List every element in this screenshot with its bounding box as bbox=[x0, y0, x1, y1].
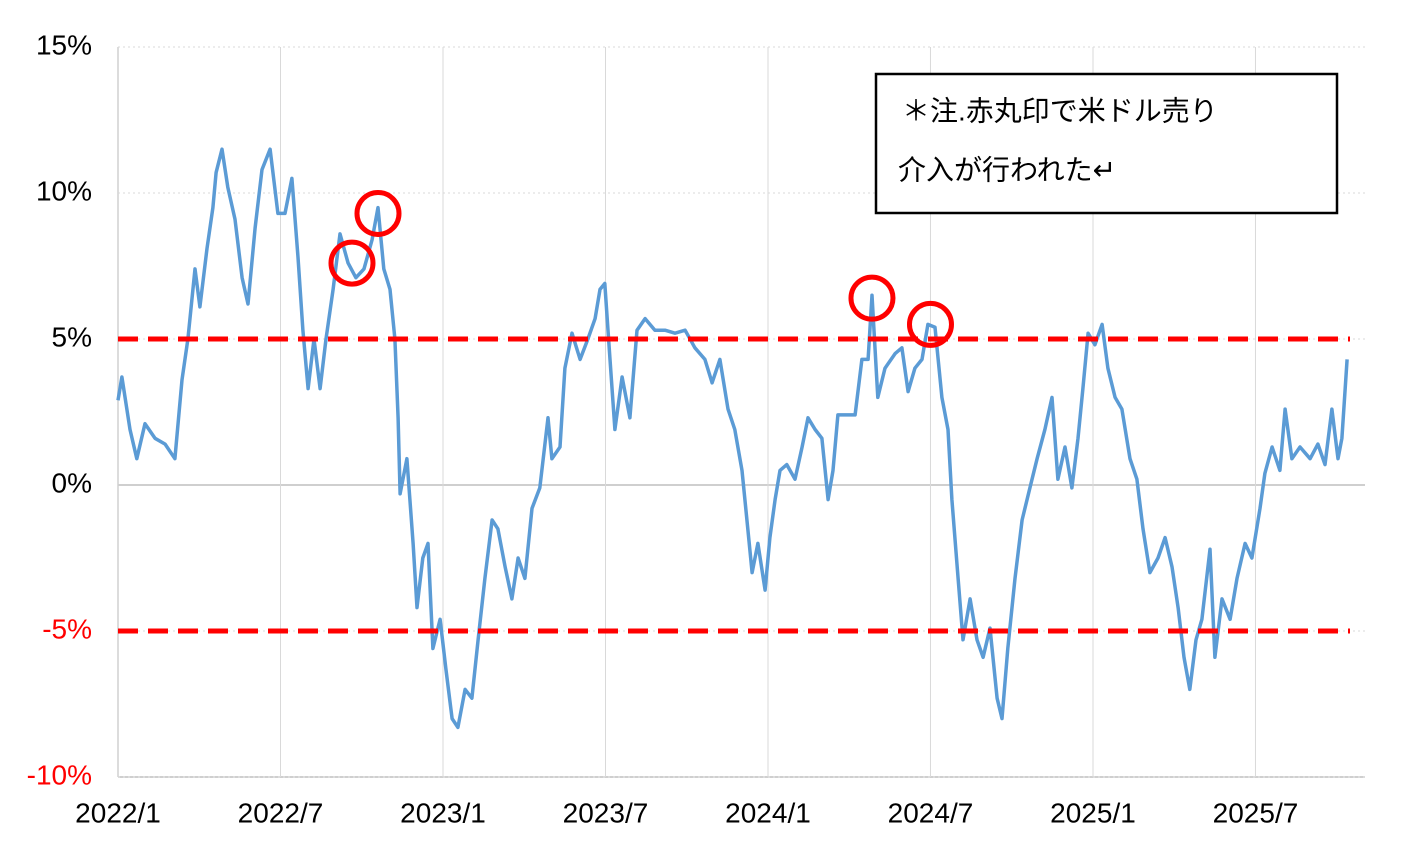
annotation-line: 介入が行われた↵ bbox=[898, 154, 1116, 185]
x-tick-label: 2023/1 bbox=[400, 797, 486, 828]
y-tick-label: -5% bbox=[42, 613, 92, 644]
x-tick-label: 2023/7 bbox=[563, 797, 649, 828]
y-tick-label: 0% bbox=[52, 467, 92, 498]
annotation-box bbox=[874, 72, 1339, 215]
intervention-marker bbox=[906, 300, 954, 348]
x-tick-label: 2025/7 bbox=[1213, 797, 1299, 828]
x-tick-label: 2024/7 bbox=[888, 797, 974, 828]
x-tick-label: 2024/1 bbox=[725, 797, 811, 828]
x-tick-label: 2025/1 bbox=[1050, 797, 1136, 828]
intervention-marker bbox=[848, 274, 896, 322]
x-tick-label: 2022/7 bbox=[238, 797, 324, 828]
data-line bbox=[116, 147, 1349, 730]
y-tick-label: 5% bbox=[52, 321, 92, 352]
y-tick-label: 10% bbox=[36, 175, 92, 206]
x-tick-label: 2022/1 bbox=[75, 797, 161, 828]
intervention-marker bbox=[354, 189, 402, 237]
y-tick-label: -10% bbox=[27, 759, 92, 790]
y-tick-label: 15% bbox=[36, 29, 92, 60]
annotation-line: ＊注.赤丸印で米ドル売り bbox=[902, 95, 1218, 126]
intervention-marker bbox=[328, 239, 376, 287]
